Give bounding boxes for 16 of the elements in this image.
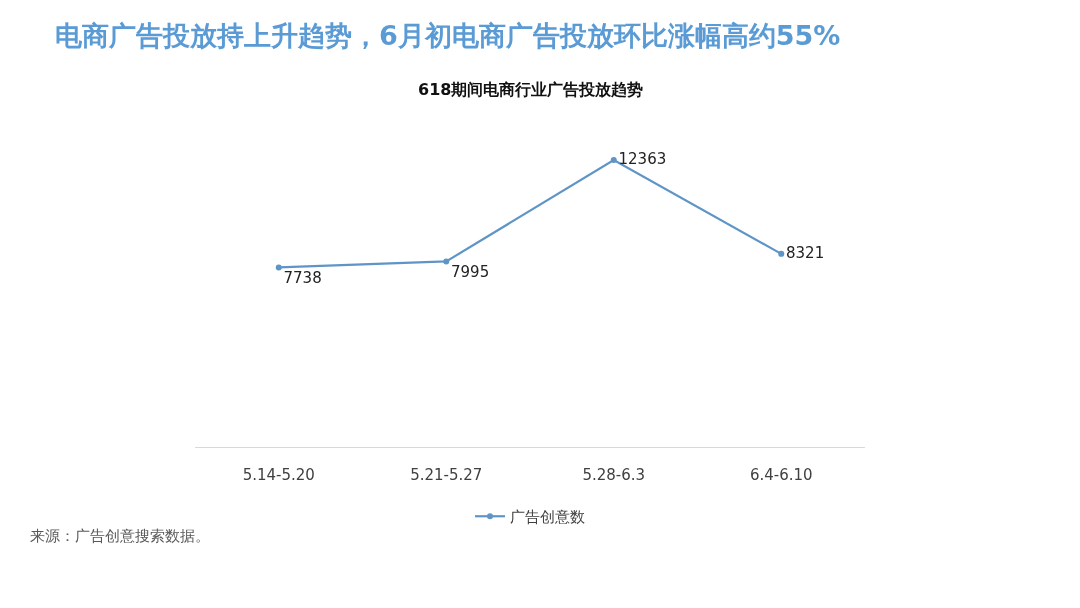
- point: [610, 157, 617, 164]
- x-tick-label: 5.28-6.3: [582, 466, 646, 484]
- x-tick-label: 6.4-6.10: [749, 466, 813, 484]
- data-label: 12363: [618, 149, 667, 168]
- source-note: 来源：广告创意搜索数据。: [30, 527, 210, 545]
- x-tick-label: 5.21-5.27: [410, 466, 483, 484]
- point: [778, 250, 785, 257]
- x-tick-label: 5.14-5.20: [242, 466, 315, 484]
- chart-subtitle: 618期间电商行业广告投放趋势: [418, 80, 644, 99]
- data-label: 7738: [283, 269, 322, 288]
- legend-label: 广告创意数: [510, 508, 585, 527]
- data-label: 8321: [786, 243, 825, 262]
- data-label: 7995: [451, 263, 490, 282]
- point: [275, 264, 282, 271]
- point: [443, 258, 450, 265]
- chart-title: 电商广告投放持上升趋势，6月初电商广告投放环比涨幅高约55%: [55, 20, 841, 52]
